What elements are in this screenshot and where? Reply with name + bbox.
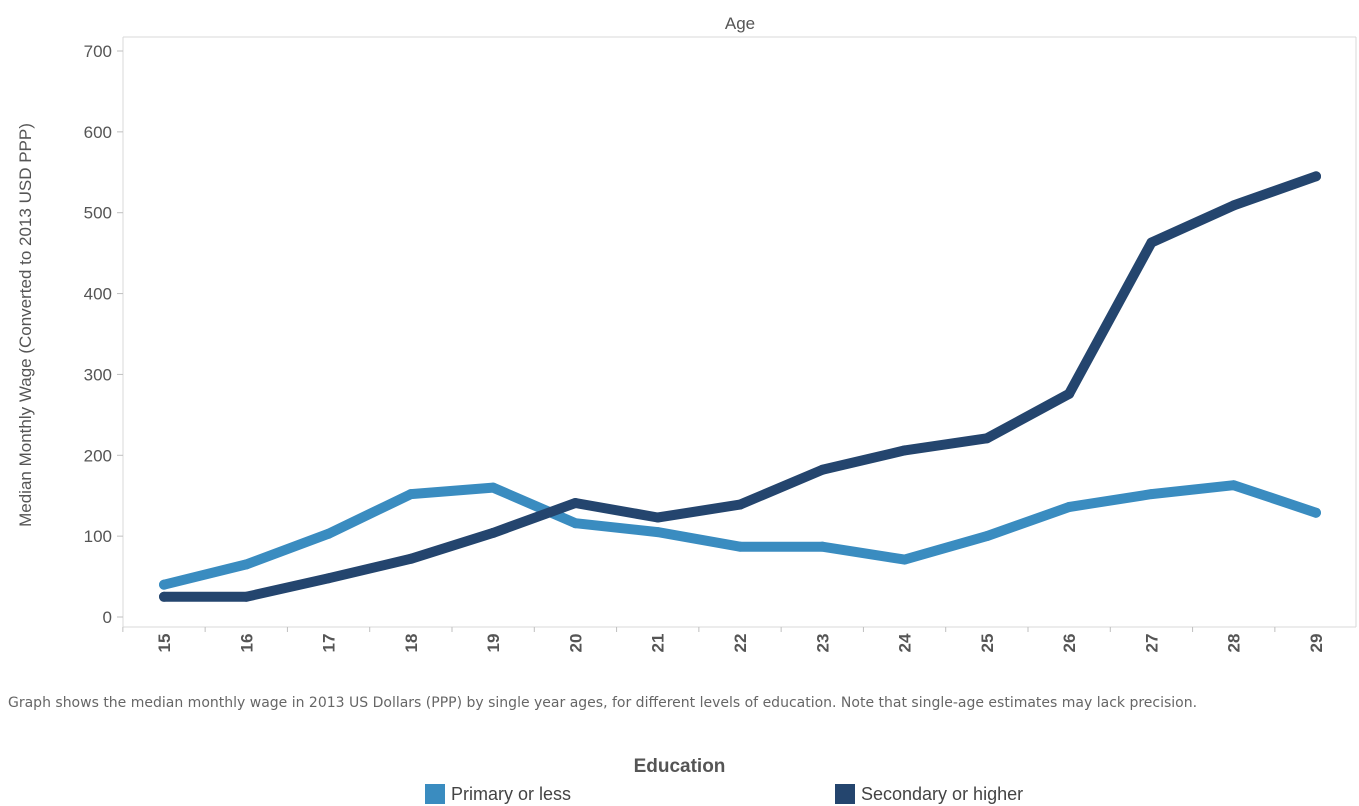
data-point[interactable]: [323, 573, 334, 584]
data-point[interactable]: [159, 579, 169, 590]
x-tick-label: 20: [566, 634, 585, 653]
data-point[interactable]: [735, 499, 745, 510]
data-point[interactable]: [1311, 171, 1321, 182]
y-tick-label: 300: [84, 365, 112, 384]
y-tick-label: 700: [84, 42, 112, 61]
y-tick-label: 500: [84, 204, 112, 223]
x-tick-label: 18: [402, 634, 421, 653]
data-point[interactable]: [1228, 200, 1239, 211]
data-point[interactable]: [817, 541, 828, 552]
x-tick-label: 16: [237, 634, 256, 653]
data-point[interactable]: [735, 541, 745, 552]
x-axis: 15 16 17 18 19 20 21 22 23 24 25 26 27 28 29: [122, 627, 1326, 653]
data-point[interactable]: [899, 554, 910, 565]
y-tick-label: 200: [84, 446, 112, 465]
data-point[interactable]: [1311, 507, 1321, 518]
data-point[interactable]: [323, 528, 334, 539]
x-tick-label: 28: [1225, 634, 1244, 653]
data-point[interactable]: [570, 497, 581, 508]
series-layer: [159, 171, 1321, 602]
data-point[interactable]: [1064, 502, 1075, 513]
legend-label-secondary: Secondary or higher: [861, 783, 1024, 804]
plot-area: [122, 36, 1357, 628]
x-tick-label: 25: [978, 634, 997, 653]
x-tick-label: 22: [731, 634, 750, 653]
data-point[interactable]: [1064, 388, 1075, 399]
data-point[interactable]: [488, 527, 499, 538]
x-tick-label: 19: [484, 634, 503, 653]
y-axis-title: Median Monthly Wage (Converted to 2013 U…: [16, 123, 35, 527]
data-point[interactable]: [652, 512, 663, 523]
x-axis-title: Age: [725, 14, 755, 33]
legend-title: Education: [633, 756, 726, 777]
data-point[interactable]: [405, 489, 416, 500]
x-tick-label: 24: [896, 633, 915, 652]
x-tick-label: 29: [1307, 634, 1326, 653]
data-point[interactable]: [817, 464, 828, 475]
x-tick-label: 27: [1142, 634, 1161, 653]
data-point[interactable]: [1146, 237, 1157, 248]
data-point[interactable]: [981, 531, 992, 542]
line-chart: Age Median Monthly Wage (Converted to 20…: [16, 14, 1357, 653]
y-tick-label: 0: [103, 608, 112, 627]
data-point[interactable]: [241, 559, 252, 570]
x-tick-label: 23: [813, 634, 832, 653]
x-tick-label: 26: [1060, 634, 1079, 653]
data-point[interactable]: [652, 527, 663, 538]
data-point[interactable]: [405, 553, 416, 564]
data-point[interactable]: [488, 482, 499, 493]
x-tick-label: 17: [320, 634, 339, 653]
x-tick-label: 21: [649, 634, 668, 653]
legend-swatch-secondary: [835, 784, 855, 804]
legend-item-primary[interactable]: Primary or less: [425, 783, 571, 805]
data-point[interactable]: [1146, 489, 1157, 500]
y-tick-label: 100: [84, 527, 112, 546]
data-point[interactable]: [241, 591, 252, 602]
chart-caption: Graph shows the median monthly wage in 2…: [8, 695, 1198, 711]
data-point[interactable]: [899, 445, 910, 456]
data-point[interactable]: [570, 518, 581, 529]
legend-label-primary: Primary or less: [451, 783, 572, 804]
x-tick-label: 15: [155, 634, 174, 653]
data-point[interactable]: [981, 433, 992, 444]
y-tick-label: 600: [84, 123, 112, 142]
y-axis: 0 100 200 300 400 500 600 700: [84, 42, 123, 627]
legend-item-secondary[interactable]: Secondary or higher: [835, 783, 1023, 805]
legend-swatch-primary: [425, 784, 445, 804]
y-tick-label: 400: [84, 285, 112, 304]
data-point[interactable]: [1228, 480, 1239, 491]
data-point[interactable]: [159, 591, 169, 602]
